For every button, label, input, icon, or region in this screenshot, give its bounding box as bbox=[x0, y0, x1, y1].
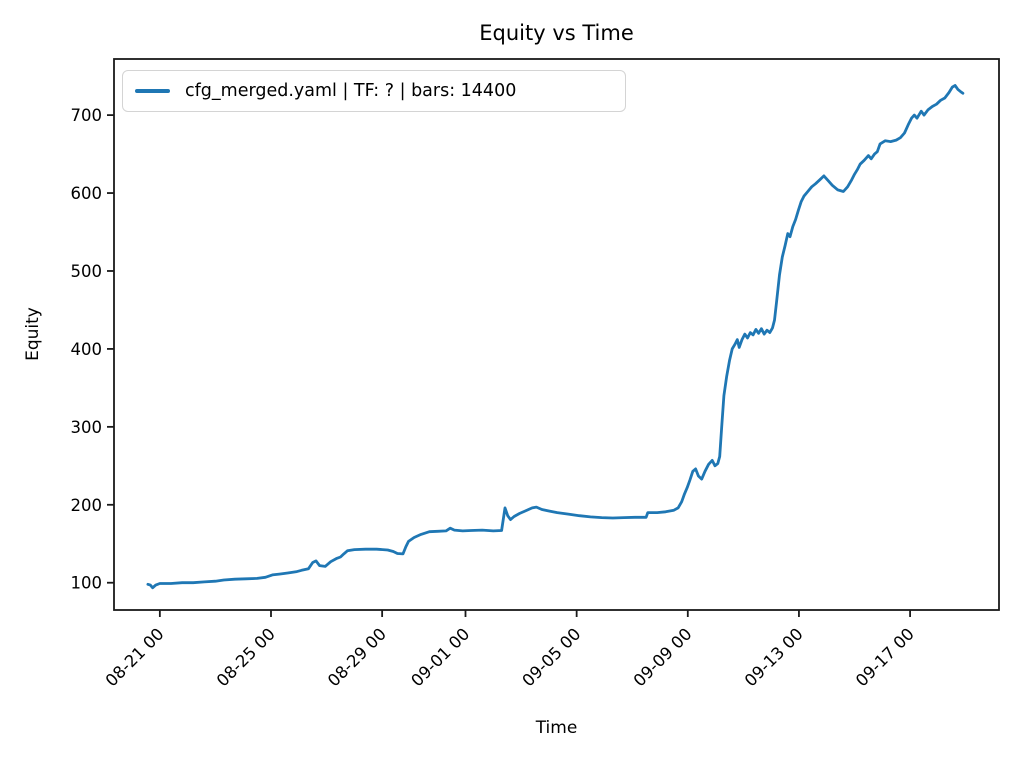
x-tick-label: 08-29 00 bbox=[324, 624, 390, 690]
x-tick-label: 09-13 00 bbox=[741, 624, 807, 690]
equity-curve bbox=[146, 84, 965, 590]
y-tick-label: 400 bbox=[71, 340, 103, 359]
y-tick-label: 300 bbox=[71, 418, 103, 437]
x-axis-label: Time bbox=[535, 718, 578, 738]
legend-label: cfg_merged.yaml | TF: ? | bars: 14400 bbox=[185, 81, 517, 101]
axes-spines bbox=[113, 58, 1000, 611]
x-tick-label: 09-01 00 bbox=[407, 624, 473, 690]
y-tick-label: 700 bbox=[71, 106, 103, 125]
y-axis-label: Equity bbox=[23, 307, 43, 361]
x-tick-label: 09-09 00 bbox=[630, 624, 696, 690]
chart-title: Equity vs Time bbox=[479, 21, 634, 45]
y-tick-label: 500 bbox=[71, 262, 103, 281]
x-tick-label: 08-25 00 bbox=[213, 624, 279, 690]
y-tick-label: 100 bbox=[71, 574, 103, 593]
legend-line-swatch bbox=[135, 89, 170, 93]
legend: cfg_merged.yaml | TF: ? | bars: 14400 bbox=[122, 70, 626, 112]
y-tick-label: 200 bbox=[71, 496, 103, 515]
y-tick-label: 600 bbox=[71, 184, 103, 203]
x-tick-label: 09-05 00 bbox=[519, 624, 585, 690]
x-tick-label: 09-17 00 bbox=[852, 624, 918, 690]
x-tick-label: 08-21 00 bbox=[102, 624, 168, 690]
